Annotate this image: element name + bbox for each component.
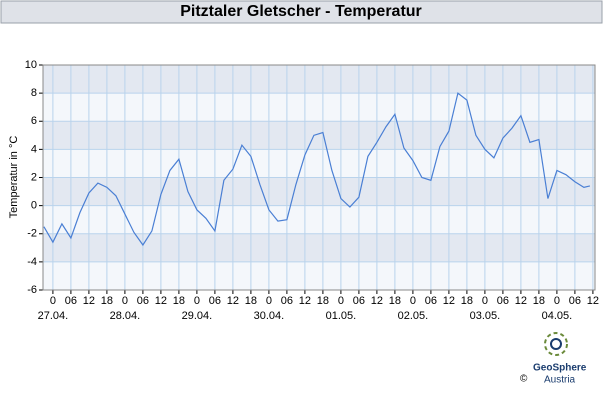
x-tick-label: 0 (266, 295, 272, 307)
x-tick-label: 18 (389, 295, 401, 307)
x-tick-label: 0 (554, 295, 560, 307)
plot-border (42, 64, 596, 291)
y-tick-label: 0 (31, 200, 37, 212)
y-tick-label: 6 (31, 115, 37, 127)
date-label: 02.05. (398, 310, 429, 322)
y-tick-label: 10 (25, 59, 37, 71)
logo: GeoSphere Austria © (520, 332, 587, 386)
x-tick-label: 0 (50, 295, 56, 307)
x-tick-label: 06 (65, 295, 77, 307)
x-tick-label: 12 (443, 295, 455, 307)
y-axis-label: Temperatur in °C (8, 136, 20, 219)
x-tick-label: 18 (173, 295, 185, 307)
grid-band (43, 65, 595, 94)
date-label: 03.05. (470, 310, 501, 322)
x-tick-label: 18 (317, 295, 329, 307)
y-tick-label: 8 (31, 87, 37, 99)
grid-band (43, 233, 595, 262)
x-tick-label: 06 (209, 295, 221, 307)
x-tick-label: 12 (515, 295, 527, 307)
date-label: 27.04. (38, 310, 69, 322)
x-tick-label: 06 (353, 295, 365, 307)
x-tick-label: 12 (587, 295, 599, 307)
grid-band (43, 177, 595, 206)
x-tick-label: 18 (245, 295, 257, 307)
x-tick-label: 12 (83, 295, 95, 307)
grid-band (43, 121, 595, 150)
logo-sub: Austria (544, 375, 576, 386)
logo-icon (544, 332, 568, 356)
x-tick-label: 18 (533, 295, 545, 307)
x-tick-label: 06 (137, 295, 149, 307)
x-tick-label: 12 (299, 295, 311, 307)
x-tick-label: 12 (227, 295, 239, 307)
x-tick-label: 0 (194, 295, 200, 307)
date-label: 28.04. (110, 310, 141, 322)
y-tick-label: -2 (27, 228, 37, 240)
x-tick-label: 0 (410, 295, 416, 307)
x-tick-label: 12 (155, 295, 167, 307)
date-label: 04.05. (542, 310, 573, 322)
x-tick-label: 18 (461, 295, 473, 307)
x-tick-label: 0 (122, 295, 128, 307)
x-tick-label: 06 (425, 295, 437, 307)
y-tick-label: 4 (31, 143, 37, 155)
date-label: 01.05. (326, 310, 357, 322)
date-label: 29.04. (182, 310, 213, 322)
logo-icon (550, 338, 562, 350)
chart-title: Pitztaler Gletscher - Temperatur (180, 3, 422, 20)
logo-name: GeoSphere (533, 363, 587, 374)
title-bar (0, 0, 603, 24)
x-tick-label: 12 (371, 295, 383, 307)
x-tick-label: 06 (281, 295, 293, 307)
x-tick-label: 0 (338, 295, 344, 307)
date-label: 30.04. (254, 310, 285, 322)
x-tick-label: 06 (497, 295, 509, 307)
x-tick-label: 06 (569, 295, 581, 307)
y-tick-label: 2 (31, 171, 37, 183)
copyright: © (520, 374, 528, 385)
line-series (43, 92, 591, 247)
x-tick-label: 0 (482, 295, 488, 307)
y-tick-label: -6 (27, 284, 37, 296)
x-tick-label: 18 (101, 295, 113, 307)
y-tick-label: -4 (27, 256, 37, 268)
